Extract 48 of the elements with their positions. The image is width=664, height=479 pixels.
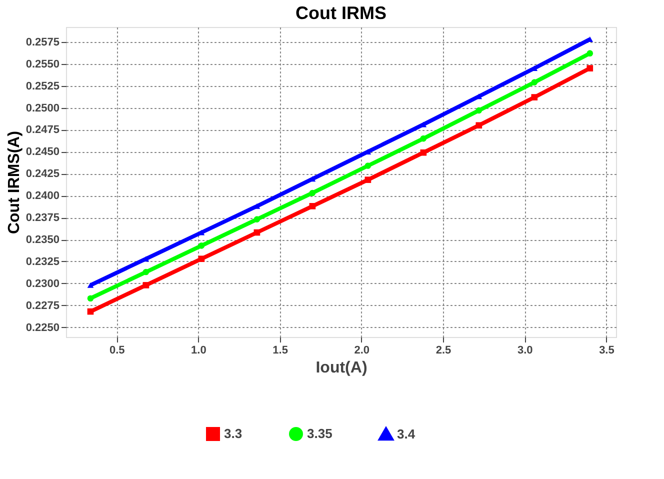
point bbox=[254, 229, 260, 236]
point bbox=[531, 94, 538, 100]
legend-label: 3.4 bbox=[397, 426, 416, 442]
point bbox=[420, 135, 427, 142]
point bbox=[364, 176, 372, 183]
point bbox=[364, 162, 372, 169]
legend-label: 3.3 bbox=[224, 426, 242, 441]
x-tick-label: 0.5 bbox=[109, 344, 125, 356]
x-tick-label: 2.0 bbox=[354, 344, 370, 356]
point bbox=[531, 79, 538, 86]
y-axis-title: Cout IRMS(A) bbox=[6, 130, 23, 234]
x-tick-label: 3.0 bbox=[517, 344, 533, 356]
y-tick-label: 0.2525 bbox=[26, 80, 60, 92]
point bbox=[309, 190, 316, 196]
y-tick-label: 0.2450 bbox=[26, 146, 60, 158]
y-tick-label: 0.2575 bbox=[26, 36, 60, 48]
point bbox=[142, 268, 150, 276]
x-tick-label: 1.5 bbox=[272, 344, 288, 356]
point bbox=[87, 295, 94, 302]
y-tick-label: 0.2325 bbox=[26, 256, 60, 268]
point bbox=[586, 65, 594, 72]
point bbox=[420, 149, 427, 156]
y-tick-label: 0.2500 bbox=[26, 102, 60, 114]
x-axis-title: Iout(A) bbox=[316, 360, 368, 376]
point bbox=[586, 50, 594, 56]
point bbox=[198, 242, 205, 249]
y-tick-label: 0.2350 bbox=[26, 234, 60, 246]
point bbox=[87, 282, 94, 288]
point bbox=[476, 122, 482, 129]
point bbox=[254, 216, 260, 222]
point bbox=[198, 256, 205, 262]
y-tick-label: 0.2425 bbox=[26, 168, 60, 180]
y-tick-label: 0.2400 bbox=[26, 190, 60, 202]
legend-label: 3.35 bbox=[307, 426, 332, 441]
y-tick-label: 0.2300 bbox=[26, 278, 60, 290]
point bbox=[309, 202, 316, 210]
y-tick-label: 0.2375 bbox=[26, 212, 60, 224]
point bbox=[87, 308, 94, 315]
y-tick-label: 0.2275 bbox=[26, 300, 60, 312]
x-tick-label: 2.5 bbox=[436, 344, 452, 356]
point bbox=[476, 107, 482, 114]
x-tick-label: 1.0 bbox=[191, 344, 206, 356]
point bbox=[142, 282, 150, 288]
y-tick-label: 0.2550 bbox=[26, 58, 60, 70]
y-tick-label: 0.2250 bbox=[26, 322, 60, 334]
x-tick-label: 3.5 bbox=[599, 344, 614, 356]
y-tick-label: 0.2475 bbox=[26, 124, 60, 136]
chart-title: Cout IRMS bbox=[296, 3, 386, 23]
